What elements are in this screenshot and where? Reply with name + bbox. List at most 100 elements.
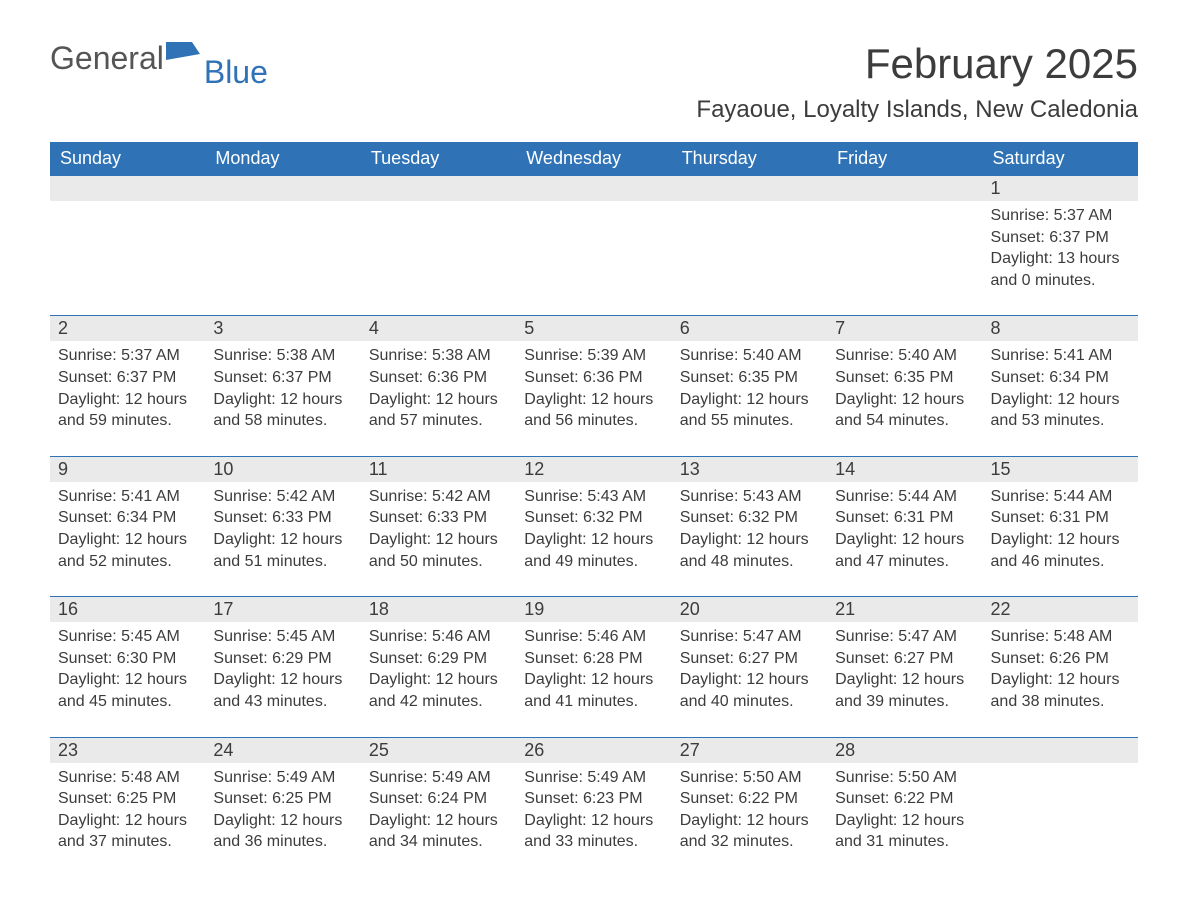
- date-number: 4: [361, 315, 516, 341]
- sunrise: Sunrise: 5:46 AM: [524, 626, 663, 648]
- sunrise: Sunrise: 5:47 AM: [680, 626, 819, 648]
- date-number: 24: [205, 737, 360, 763]
- sunset: Sunset: 6:31 PM: [991, 507, 1130, 529]
- sunrise: Sunrise: 5:45 AM: [213, 626, 352, 648]
- week-daterow: 1: [50, 175, 1138, 201]
- sunrise: Sunrise: 5:41 AM: [991, 345, 1130, 367]
- sunset: Sunset: 6:31 PM: [835, 507, 974, 529]
- week-bodyrow: Sunrise: 5:37 AMSunset: 6:37 PMDaylight:…: [50, 201, 1138, 315]
- daylight: Daylight: 12 hours and 40 minutes.: [680, 669, 819, 712]
- logo-text-general: General: [50, 40, 164, 77]
- day-body: [205, 201, 360, 251]
- sunrise: Sunrise: 5:41 AM: [58, 486, 197, 508]
- sunset: Sunset: 6:36 PM: [524, 367, 663, 389]
- week-bodyrow: Sunrise: 5:37 AMSunset: 6:37 PMDaylight:…: [50, 341, 1138, 455]
- date-number: [827, 175, 982, 201]
- sunrise: Sunrise: 5:44 AM: [991, 486, 1130, 508]
- week-bodyrow: Sunrise: 5:45 AMSunset: 6:30 PMDaylight:…: [50, 622, 1138, 736]
- month-title: February 2025: [696, 40, 1138, 88]
- sunset: Sunset: 6:32 PM: [524, 507, 663, 529]
- sunset: Sunset: 6:33 PM: [369, 507, 508, 529]
- date-number: 20: [672, 596, 827, 622]
- day-body: Sunrise: 5:42 AMSunset: 6:33 PMDaylight:…: [361, 482, 516, 596]
- day-body: Sunrise: 5:46 AMSunset: 6:28 PMDaylight:…: [516, 622, 671, 736]
- week-daterow: 2345678: [50, 315, 1138, 341]
- date-number: 6: [672, 315, 827, 341]
- sunset: Sunset: 6:26 PM: [991, 648, 1130, 670]
- sunrise: Sunrise: 5:42 AM: [369, 486, 508, 508]
- daylight: Daylight: 12 hours and 31 minutes.: [835, 810, 974, 853]
- day-header-row: SundayMondayTuesdayWednesdayThursdayFrid…: [50, 142, 1138, 175]
- daylight: Daylight: 12 hours and 32 minutes.: [680, 810, 819, 853]
- sunset: Sunset: 6:33 PM: [213, 507, 352, 529]
- day-header: Friday: [827, 142, 982, 175]
- sunrise: Sunrise: 5:50 AM: [680, 767, 819, 789]
- title-block: February 2025 Fayaoue, Loyalty Islands, …: [696, 40, 1138, 124]
- date-number: 10: [205, 456, 360, 482]
- day-body: [827, 201, 982, 251]
- day-body: Sunrise: 5:40 AMSunset: 6:35 PMDaylight:…: [827, 341, 982, 455]
- date-number: 28: [827, 737, 982, 763]
- date-number: 14: [827, 456, 982, 482]
- date-number: [205, 175, 360, 201]
- week-daterow: 9101112131415: [50, 456, 1138, 482]
- day-body: Sunrise: 5:48 AMSunset: 6:26 PMDaylight:…: [983, 622, 1138, 736]
- sunset: Sunset: 6:37 PM: [991, 227, 1130, 249]
- week-daterow: 16171819202122: [50, 596, 1138, 622]
- date-number: 12: [516, 456, 671, 482]
- day-body: Sunrise: 5:40 AMSunset: 6:35 PMDaylight:…: [672, 341, 827, 455]
- date-number: [516, 175, 671, 201]
- sunset: Sunset: 6:25 PM: [58, 788, 197, 810]
- sunrise: Sunrise: 5:48 AM: [991, 626, 1130, 648]
- date-number: 26: [516, 737, 671, 763]
- day-body: Sunrise: 5:37 AMSunset: 6:37 PMDaylight:…: [983, 201, 1138, 315]
- daylight: Daylight: 12 hours and 55 minutes.: [680, 389, 819, 432]
- calendar-table: SundayMondayTuesdayWednesdayThursdayFrid…: [50, 142, 1138, 877]
- daylight: Daylight: 12 hours and 46 minutes.: [991, 529, 1130, 572]
- logo-text-blue: Blue: [204, 54, 268, 91]
- daylight: Daylight: 12 hours and 37 minutes.: [58, 810, 197, 853]
- location: Fayaoue, Loyalty Islands, New Caledonia: [696, 96, 1138, 124]
- day-body: Sunrise: 5:41 AMSunset: 6:34 PMDaylight:…: [50, 482, 205, 596]
- sunset: Sunset: 6:27 PM: [680, 648, 819, 670]
- date-number: 16: [50, 596, 205, 622]
- sunset: Sunset: 6:37 PM: [213, 367, 352, 389]
- sunset: Sunset: 6:36 PM: [369, 367, 508, 389]
- day-header: Monday: [205, 142, 360, 175]
- date-number: 7: [827, 315, 982, 341]
- daylight: Daylight: 12 hours and 47 minutes.: [835, 529, 974, 572]
- day-header: Sunday: [50, 142, 205, 175]
- day-body: [516, 201, 671, 251]
- date-number: 27: [672, 737, 827, 763]
- sunrise: Sunrise: 5:45 AM: [58, 626, 197, 648]
- day-body: [983, 763, 1138, 813]
- date-number: 25: [361, 737, 516, 763]
- daylight: Daylight: 12 hours and 48 minutes.: [680, 529, 819, 572]
- day-body: Sunrise: 5:47 AMSunset: 6:27 PMDaylight:…: [827, 622, 982, 736]
- daylight: Daylight: 12 hours and 58 minutes.: [213, 389, 352, 432]
- sunrise: Sunrise: 5:42 AM: [213, 486, 352, 508]
- day-body: Sunrise: 5:38 AMSunset: 6:36 PMDaylight:…: [361, 341, 516, 455]
- date-number: 9: [50, 456, 205, 482]
- sunset: Sunset: 6:30 PM: [58, 648, 197, 670]
- sunset: Sunset: 6:35 PM: [835, 367, 974, 389]
- day-body: Sunrise: 5:41 AMSunset: 6:34 PMDaylight:…: [983, 341, 1138, 455]
- date-number: 15: [983, 456, 1138, 482]
- date-number: 1: [983, 175, 1138, 201]
- daylight: Daylight: 12 hours and 38 minutes.: [991, 669, 1130, 712]
- sunset: Sunset: 6:22 PM: [680, 788, 819, 810]
- daylight: Daylight: 12 hours and 56 minutes.: [524, 389, 663, 432]
- week-bodyrow: Sunrise: 5:41 AMSunset: 6:34 PMDaylight:…: [50, 482, 1138, 596]
- day-body: Sunrise: 5:44 AMSunset: 6:31 PMDaylight:…: [827, 482, 982, 596]
- day-body: Sunrise: 5:50 AMSunset: 6:22 PMDaylight:…: [672, 763, 827, 877]
- daylight: Daylight: 12 hours and 36 minutes.: [213, 810, 352, 853]
- daylight: Daylight: 12 hours and 43 minutes.: [213, 669, 352, 712]
- date-number: 23: [50, 737, 205, 763]
- sunrise: Sunrise: 5:50 AM: [835, 767, 974, 789]
- daylight: Daylight: 12 hours and 52 minutes.: [58, 529, 197, 572]
- day-header: Saturday: [983, 142, 1138, 175]
- sunrise: Sunrise: 5:44 AM: [835, 486, 974, 508]
- date-number: 17: [205, 596, 360, 622]
- day-header: Thursday: [672, 142, 827, 175]
- header: General Blue February 2025 Fayaoue, Loya…: [50, 40, 1138, 124]
